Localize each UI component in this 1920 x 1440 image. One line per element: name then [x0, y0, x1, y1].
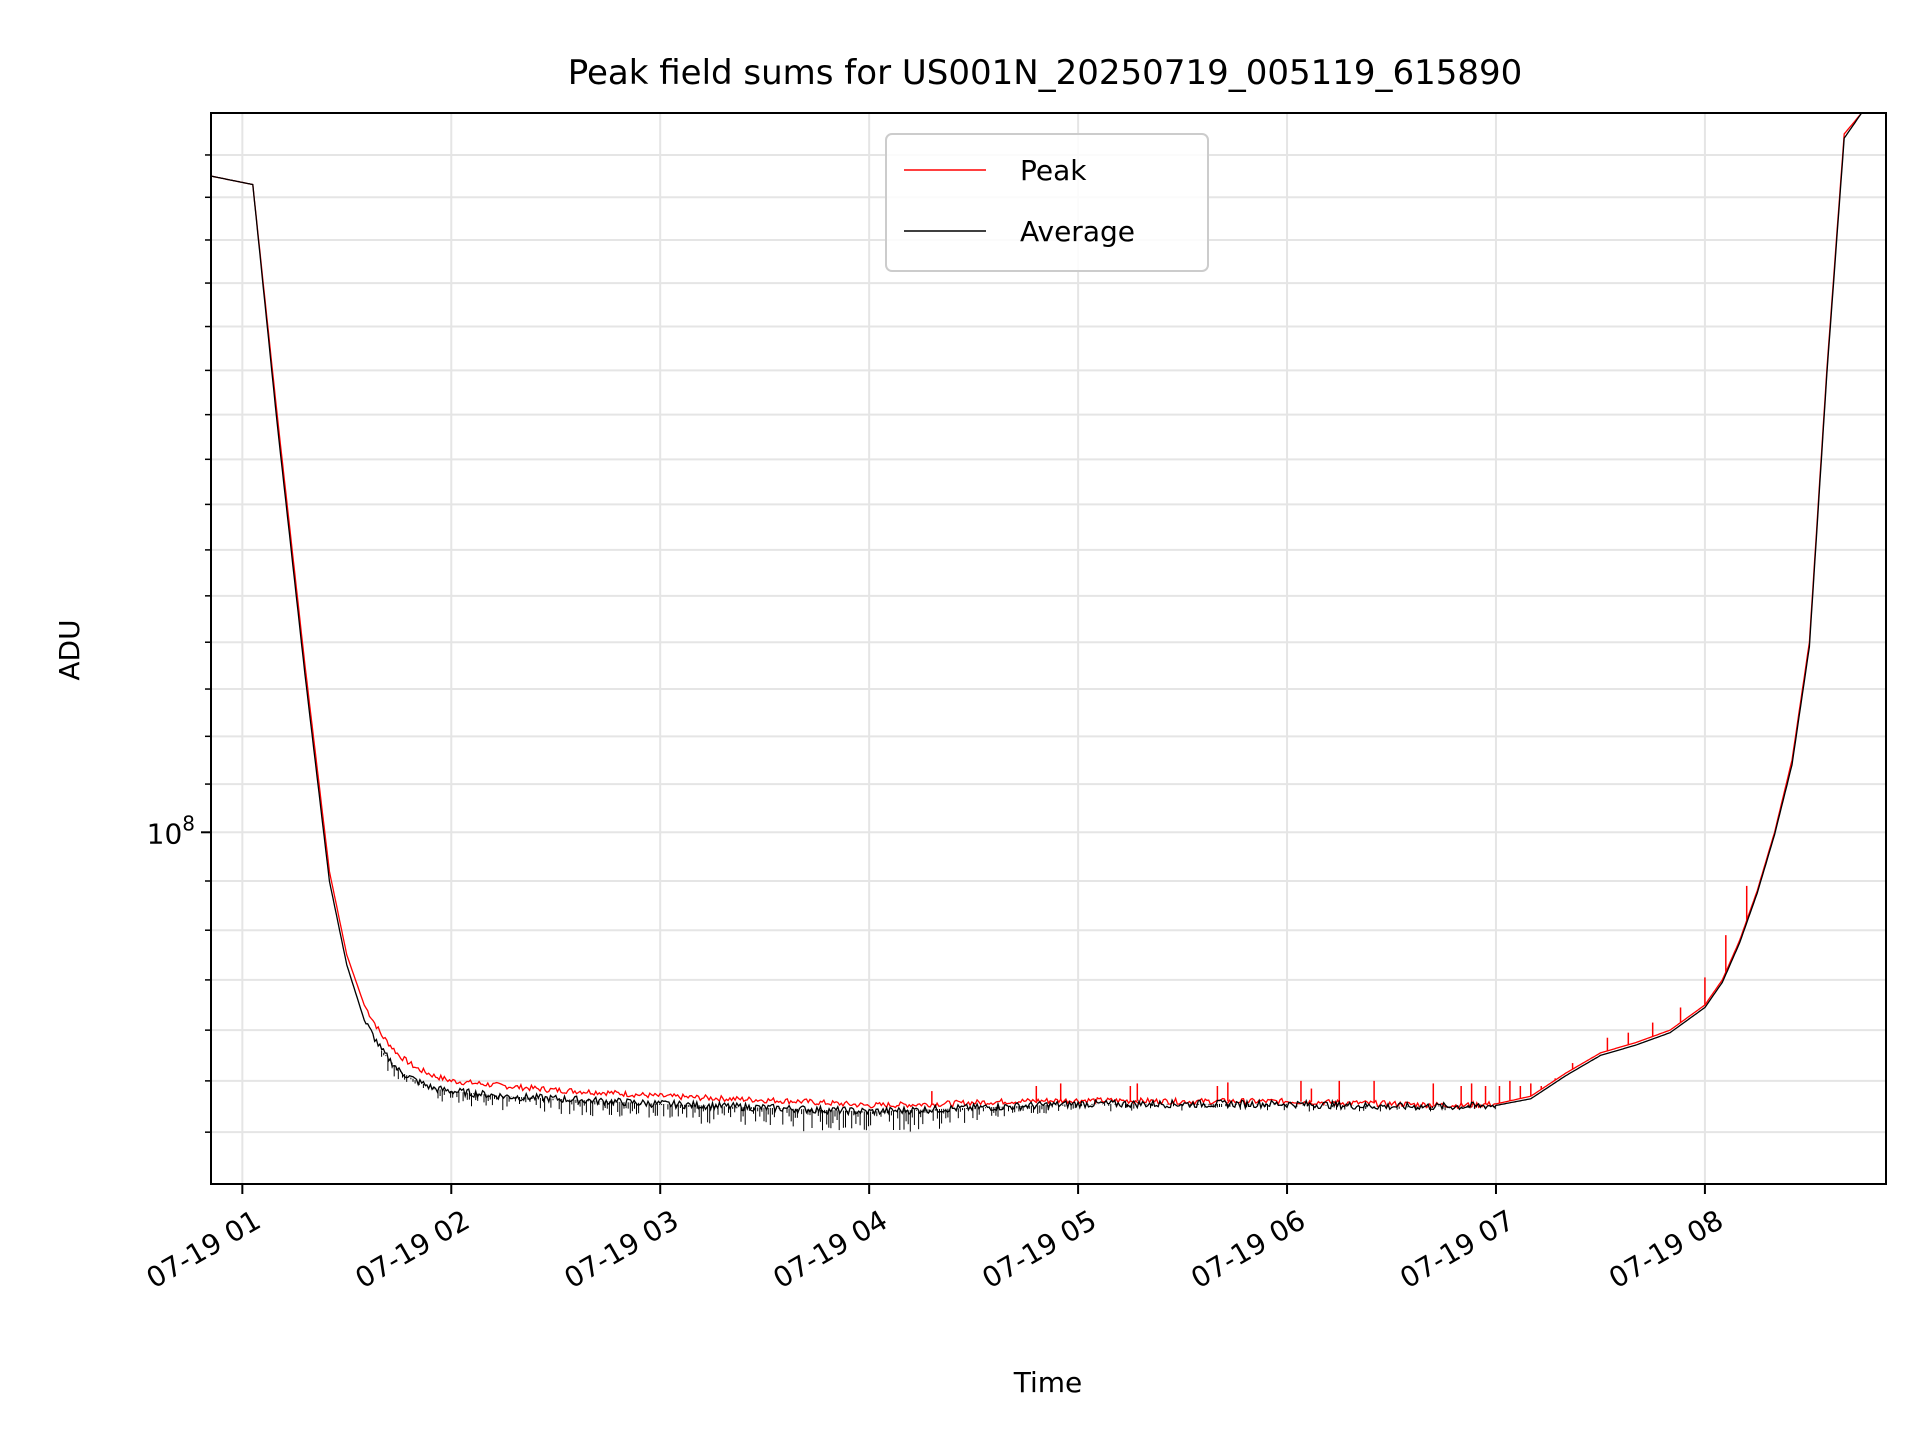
y-axis-label: ADU	[53, 619, 86, 680]
x-axis-label: Time	[1013, 1366, 1083, 1399]
plot-frame	[210, 112, 1887, 1185]
x-axis: 07-19 01 07-19 02 07-19 03 07-19 04 07-19 05…	[141, 1184, 1729, 1295]
x-tick-label: 07-19 03	[559, 1203, 685, 1295]
y-grid-lines	[211, 153, 1886, 1134]
x-tick-label: 07-19 06	[1185, 1203, 1311, 1295]
x-tick-label: 07-19 05	[976, 1203, 1102, 1295]
peak-spikes	[931, 885, 1748, 1106]
x-tick-label: 07-19 01	[141, 1203, 267, 1295]
x-tick-label: 07-19 04	[768, 1203, 894, 1295]
legend: Peak Average	[885, 133, 1209, 272]
plot-series	[211, 113, 1886, 1132]
y-tick-label-base: 10	[147, 817, 183, 850]
legend-label-average: Average	[1020, 215, 1135, 248]
x-grid-lines	[241, 113, 1706, 1184]
y-tick-label: 108	[147, 811, 195, 850]
x-tick-label: 07-19 02	[350, 1203, 476, 1295]
chart-title: Peak field sums for US001N_20250719_0051…	[568, 53, 1523, 93]
y-axis: 108	[147, 154, 211, 1133]
y-tick-label-exponent: 8	[182, 811, 195, 835]
series-line-peak	[211, 113, 1886, 1110]
legend-label-peak: Peak	[1020, 154, 1087, 187]
x-tick-label: 07-19 07	[1394, 1203, 1520, 1295]
legend-box	[885, 133, 1209, 272]
series-line-average	[211, 113, 1886, 1117]
x-tick-label: 07-19 08	[1603, 1203, 1729, 1295]
